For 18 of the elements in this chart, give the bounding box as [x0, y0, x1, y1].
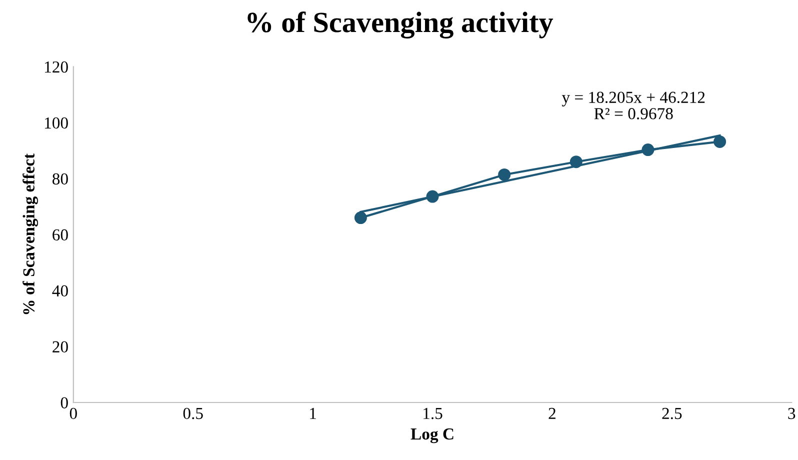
y-tick-label: 40 — [52, 285, 68, 297]
y-axis-title: % of Scavenging effect — [22, 153, 38, 314]
y-tick-label: 120 — [45, 61, 68, 73]
x-tick-label: 2 — [548, 408, 556, 419]
y-tick-label: 100 — [45, 117, 68, 129]
x-tick-label: 2.5 — [662, 408, 682, 420]
x-tick-label: 1 — [310, 408, 316, 419]
x-tick-label: 3 — [788, 408, 796, 420]
x-axis-title: Log C — [410, 428, 454, 444]
x-tick-label: 0.5 — [183, 408, 203, 420]
x-tick-label: 0 — [70, 408, 77, 420]
y-tick-label: 20 — [52, 341, 68, 352]
annotation: y = 18.205x + 46.212 R² = 0.9678 — [562, 92, 705, 120]
y-tick-label: 80 — [52, 173, 68, 185]
y-tick-label: 60 — [52, 229, 68, 241]
chart-title: % of Scavenging activity — [248, 12, 554, 38]
x-tick-label: 1.5 — [424, 408, 442, 420]
y-tick-label: 0 — [60, 397, 68, 408]
